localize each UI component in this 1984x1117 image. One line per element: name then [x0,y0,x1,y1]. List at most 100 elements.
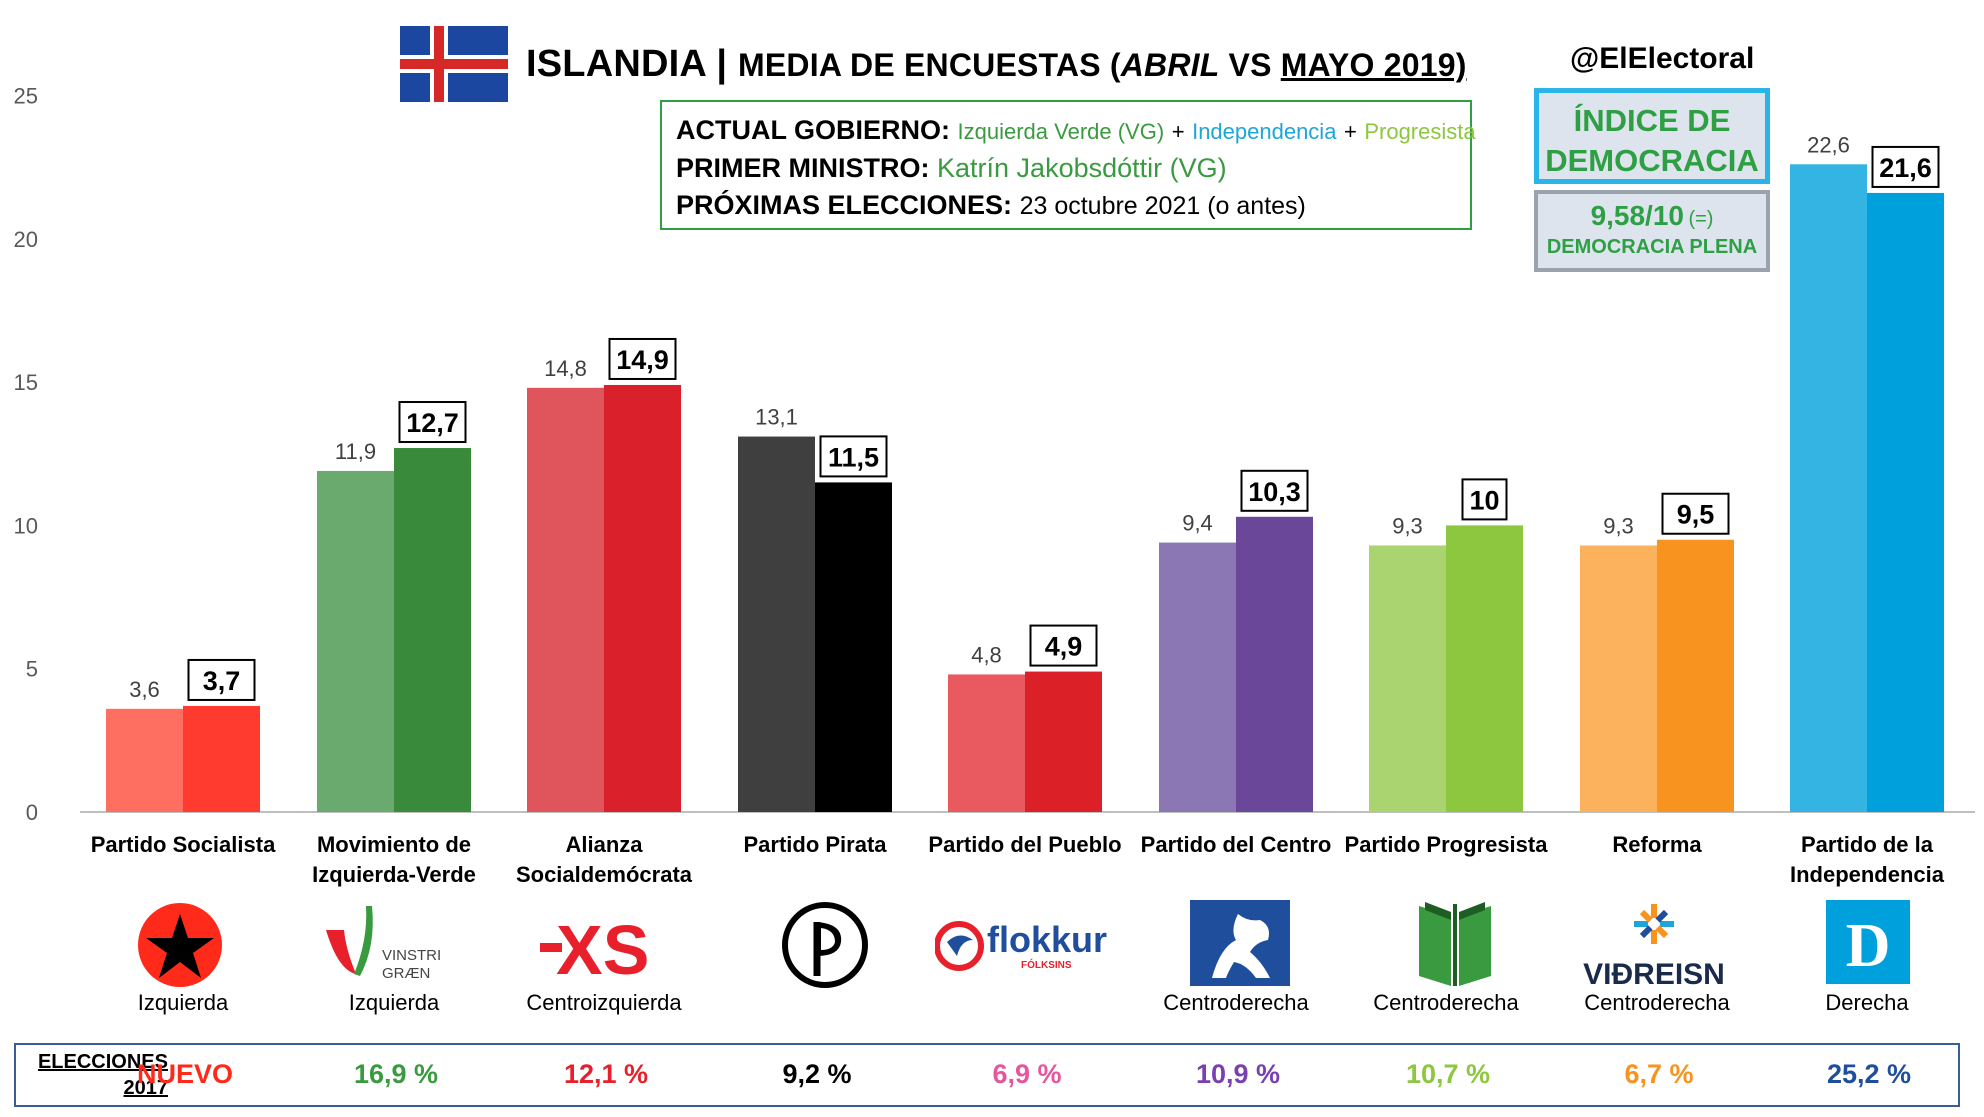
category-label: Partido del Pueblo [920,830,1130,860]
category-label-line: Izquierda-Verde [312,862,476,887]
ideology-label: Centroderecha [1163,990,1309,1015]
democracy-title-line2: DEMOCRACIA [1545,143,1759,178]
category-label: Reforma [1552,830,1762,860]
category-label-line: Reforma [1612,832,1702,857]
category-label: Movimiento de Izquierda-Verde [289,830,499,890]
ideology-label: Centroizquierda [526,990,682,1015]
data-label-may: 4,9 [1045,632,1083,662]
iceland-flag-icon [400,26,508,102]
y-tick-label: 15 [14,370,38,395]
government-info-box: ACTUAL GOBIERNO: Izquierda Verde (VG) + … [660,100,1476,230]
data-label-may-box [1029,624,1098,667]
bar-may [1867,192,1944,813]
elections-label-line1: ELECCIONES [37,1051,168,1073]
title-vs: VS [1219,46,1281,83]
category-label: Partido Socialista [78,830,288,860]
data-label-april: 3,6 [129,677,160,702]
data-label-may: 14,9 [616,345,669,375]
data-label-may: 10 [1469,485,1499,515]
gov-party-vg: Izquierda Verde (VG) [957,119,1165,144]
data-label-april: 22,6 [1807,132,1850,157]
elections-value-new: NUEVO [136,1059,234,1089]
category-label: Alianza Socialdemócrata [499,830,709,890]
data-label-may-box [1240,469,1309,512]
vg-logo-text2: GRÆN [382,965,430,982]
bar-may [1657,539,1734,812]
bar-april [1159,542,1236,812]
vidreisn-logo-text: VIÐREISN [1583,958,1725,991]
democracy-index-title: ÍNDICE DE DEMOCRACIA [1534,88,1770,184]
gov-plus-1: + [1171,119,1185,144]
data-label-may-box [187,658,256,701]
progressive-book-logo [1415,898,1495,988]
vidreisn-logo: VIÐREISN [1574,902,1734,992]
gov-party-progressive: Progresista [1364,119,1476,144]
xs-logo: XS [540,902,660,992]
d-logo-text: D [1846,912,1891,980]
bar-april [106,708,183,812]
elections-label-line2: 2017 [123,1077,169,1099]
ideology-label: Centroderecha [1373,990,1519,1015]
ideology-label: Derecha [1825,990,1909,1015]
xs-logo-text: XS [556,911,649,989]
y-tick-label: 0 [26,800,38,825]
data-label-april: 9,4 [1182,511,1213,536]
twitter-handle: @ElElectoral [1570,42,1755,75]
data-label-may: 11,5 [828,442,879,472]
bar-may [815,482,892,812]
category-label-line: Alianza [565,832,643,857]
elections-value: 10,7 % [1405,1059,1491,1089]
flokkur-logo-sub: FÓLKSINS [1021,958,1072,971]
data-label-may: 10,3 [1248,477,1301,507]
gov-label: ACTUAL GOBIERNO: [676,115,950,145]
category-label-line: Partido Pirata [743,832,887,857]
centre-horse-logo [1190,900,1290,986]
title-month-a: ABRIL [1120,46,1220,83]
data-label-may: 21,6 [1879,153,1932,183]
elections-value: 16,9 % [353,1059,439,1089]
title-month-b: MAYO 2019) [1280,46,1467,83]
data-label-april: 14,8 [544,356,587,381]
data-label-april: 11,9 [335,439,376,464]
next-election-date: 23 octubre 2021 (o antes) [1019,192,1306,220]
bar-april [527,387,604,812]
bar-april [1369,545,1446,812]
bar-april [948,674,1025,812]
category-label-line: Independencia [1789,862,1945,887]
d-logo: D [1826,900,1910,984]
title-country: ISLANDIA [526,42,706,85]
elections-value: 12,1 % [563,1059,649,1089]
category-label: Partido del Centro [1131,830,1341,860]
category-label-line: Partido Progresista [1344,832,1548,857]
vg-logo-text1: VINSTRI [382,947,441,964]
category-label: Partido Progresista [1341,830,1551,860]
data-label-may-box [398,401,467,444]
elections-value: 6,9 % [992,1059,1062,1089]
vinstri-graen-logo: VINSTRI GRÆN [324,900,464,990]
data-label-april: 4,8 [971,642,1002,667]
pm-label: PRIMER MINISTRO: [676,153,930,183]
data-label-may-box [1661,492,1730,535]
data-label-may: 12,7 [406,408,459,438]
title-bar: ISLANDIA | MEDIA DE ENCUESTAS (ABRIL VS … [400,26,1467,102]
y-tick-label: 25 [14,84,38,109]
y-tick-label: 20 [14,227,38,252]
gov-party-independence: Independencia [1192,119,1337,144]
category-label-line: Partido del Pueblo [928,832,1122,857]
bar-april [1790,164,1867,812]
bar-may [1236,516,1313,812]
data-label-may-box [608,337,677,380]
category-label-line: Partido de la [1800,832,1934,857]
pirate-flag-icon [765,900,885,990]
democracy-index-score: 9,58/10 (=) DEMOCRACIA PLENA [1534,190,1770,272]
bar-may [1446,525,1523,812]
y-tick-label: 5 [26,657,38,682]
ideology-label: Izquierda [137,990,229,1015]
category-label: Partido Pirata [710,830,920,860]
democracy-level: DEMOCRACIA PLENA [1546,236,1758,258]
data-label-april: 9,3 [1392,513,1423,538]
category-label-line: Partido del Centro [1140,832,1332,857]
data-label-may: 3,7 [203,666,241,696]
data-label-may-box [1461,478,1508,521]
